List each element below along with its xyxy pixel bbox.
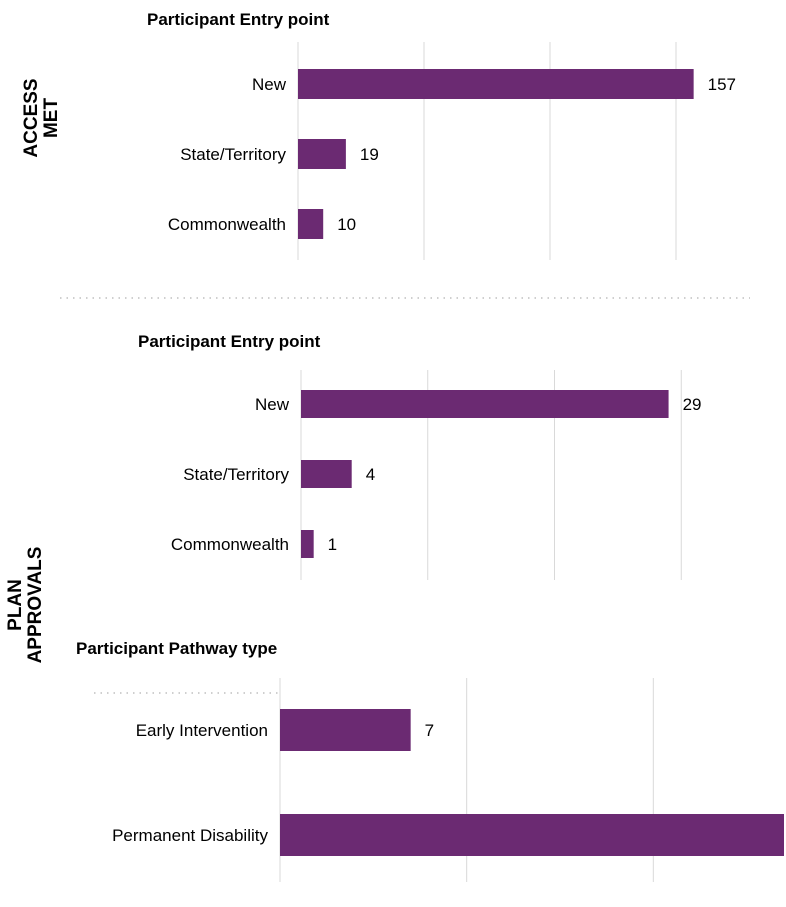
chart-title: Participant Entry point bbox=[138, 332, 321, 351]
data-label: 29 bbox=[683, 395, 702, 414]
bar bbox=[301, 530, 314, 558]
data-label: 19 bbox=[360, 145, 379, 164]
chart-title: Participant Pathway type bbox=[76, 639, 277, 658]
category-label: Permanent Disability bbox=[112, 826, 268, 845]
section-label-line: MET bbox=[41, 98, 62, 139]
section-label-line: ACCESS bbox=[21, 78, 42, 157]
bar bbox=[301, 460, 352, 488]
data-label: 10 bbox=[337, 215, 356, 234]
data-label: 1 bbox=[328, 535, 337, 554]
category-label: State/Territory bbox=[180, 145, 286, 164]
section-labels: ACCESS MET PLAN APPROVALS bbox=[5, 78, 62, 663]
data-label: 4 bbox=[366, 465, 375, 484]
bar bbox=[280, 709, 411, 751]
bar bbox=[298, 139, 346, 169]
data-label: 7 bbox=[425, 721, 434, 740]
bar bbox=[280, 814, 784, 856]
section-dividers bbox=[60, 297, 750, 694]
section-label-line: APPROVALS bbox=[25, 547, 46, 664]
category-label: Commonwealth bbox=[171, 535, 289, 554]
bar bbox=[298, 69, 694, 99]
chart-title: Participant Entry point bbox=[147, 10, 330, 29]
category-label: New bbox=[255, 395, 290, 414]
section-label-line: PLAN bbox=[5, 579, 26, 631]
chart-plan-approvals-pathway-type: Participant Pathway type Early Interventi… bbox=[76, 639, 784, 882]
section-label-access-met: ACCESS MET bbox=[21, 78, 62, 157]
chart-access-met-entry-point: Participant Entry point New 157 State/Terri… bbox=[147, 10, 736, 260]
bar bbox=[301, 390, 669, 418]
category-label: Early Intervention bbox=[136, 721, 268, 740]
section-label-plan-approvals: PLAN APPROVALS bbox=[5, 547, 46, 664]
category-label: Commonwealth bbox=[168, 215, 286, 234]
category-label: State/Territory bbox=[183, 465, 289, 484]
bar bbox=[298, 209, 324, 239]
chart-plan-approvals-entry-point: Participant Entry point New 29 State/Territ… bbox=[138, 332, 701, 580]
category-label: New bbox=[252, 75, 287, 94]
data-label: 157 bbox=[708, 75, 736, 94]
